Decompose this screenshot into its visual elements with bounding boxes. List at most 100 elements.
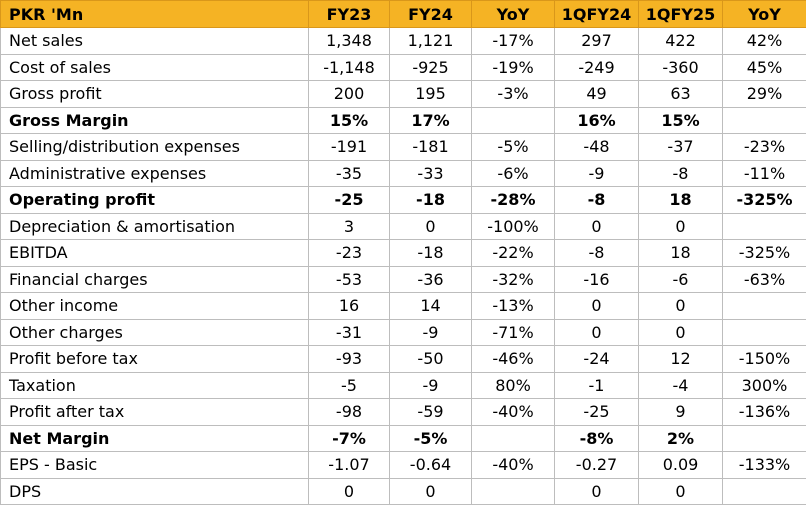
table-cell [723, 478, 806, 505]
table-cell: 0 [639, 213, 723, 240]
row-label: Net Margin [1, 425, 309, 452]
row-label: Depreciation & amortisation [1, 213, 309, 240]
table-cell: -25 [309, 187, 390, 214]
header-row: PKR 'Mn FY23 FY24 YoY 1QFY24 1QFY25 YoY [1, 1, 806, 28]
table-cell [723, 319, 806, 346]
row-label: Other income [1, 293, 309, 320]
table-cell: 16% [555, 107, 639, 134]
header-cell-fy24: FY24 [390, 1, 472, 28]
row-label: Taxation [1, 372, 309, 399]
table-cell: 42% [723, 28, 806, 55]
table-cell: 18 [639, 240, 723, 267]
table-cell: 0 [390, 478, 472, 505]
table-cell: -8% [555, 425, 639, 452]
row-label: Other charges [1, 319, 309, 346]
table-cell [723, 425, 806, 452]
table-cell: -181 [390, 134, 472, 161]
table-cell: -1 [555, 372, 639, 399]
table-cell: -98 [309, 399, 390, 426]
table-cell: 297 [555, 28, 639, 55]
table-cell: 29% [723, 81, 806, 108]
row-label: DPS [1, 478, 309, 505]
table-cell [472, 478, 555, 505]
table-cell: -35 [309, 160, 390, 187]
table-cell: -1,148 [309, 54, 390, 81]
table-cell: 49 [555, 81, 639, 108]
table-cell: -0.27 [555, 452, 639, 479]
table-cell: 45% [723, 54, 806, 81]
table-cell: 0 [639, 319, 723, 346]
table-cell: -50 [390, 346, 472, 373]
table-cell: -7% [309, 425, 390, 452]
table-cell: -325% [723, 240, 806, 267]
row-label: Operating profit [1, 187, 309, 214]
table-cell: 15% [639, 107, 723, 134]
table-cell [723, 107, 806, 134]
table-cell: -40% [472, 399, 555, 426]
table-cell: -24 [555, 346, 639, 373]
header-cell-fy23: FY23 [309, 1, 390, 28]
table-cell: -71% [472, 319, 555, 346]
row-label: EBITDA [1, 240, 309, 267]
table-cell: -36 [390, 266, 472, 293]
table-cell: -325% [723, 187, 806, 214]
table-cell: 0 [639, 293, 723, 320]
row-label: Profit before tax [1, 346, 309, 373]
row-label: Gross profit [1, 81, 309, 108]
table-cell: 0 [555, 213, 639, 240]
table-cell: -13% [472, 293, 555, 320]
header-cell-label: PKR 'Mn [1, 1, 309, 28]
table-cell: -136% [723, 399, 806, 426]
row-label: Profit after tax [1, 399, 309, 426]
table-cell: 12 [639, 346, 723, 373]
table-cell: -23 [309, 240, 390, 267]
table-cell: 0 [390, 213, 472, 240]
table-cell: 1,348 [309, 28, 390, 55]
table-cell: -6% [472, 160, 555, 187]
table-header: PKR 'Mn FY23 FY24 YoY 1QFY24 1QFY25 YoY [1, 1, 806, 28]
table-cell: -53 [309, 266, 390, 293]
table-cell: -31 [309, 319, 390, 346]
table-cell: -5 [309, 372, 390, 399]
table-cell [723, 293, 806, 320]
row-label: Selling/distribution expenses [1, 134, 309, 161]
header-cell-yoy-quarter: YoY [723, 1, 806, 28]
row-label: Administrative expenses [1, 160, 309, 187]
table-cell: -18 [390, 187, 472, 214]
header-cell-yoy-annual: YoY [472, 1, 555, 28]
table-cell: -11% [723, 160, 806, 187]
table-cell: -0.64 [390, 452, 472, 479]
table-cell [723, 213, 806, 240]
table-cell: -16 [555, 266, 639, 293]
table-cell: -9 [555, 160, 639, 187]
table-cell: -5% [472, 134, 555, 161]
table-cell: -32% [472, 266, 555, 293]
table-cell: -48 [555, 134, 639, 161]
table-cell: -3% [472, 81, 555, 108]
table-cell: -4 [639, 372, 723, 399]
table-cell: 300% [723, 372, 806, 399]
table-cell: -9 [390, 372, 472, 399]
table-cell: 16 [309, 293, 390, 320]
row-label: Cost of sales [1, 54, 309, 81]
table-cell: 0 [309, 478, 390, 505]
table-cell: 17% [390, 107, 472, 134]
table-cell: -63% [723, 266, 806, 293]
table-cell: -8 [639, 160, 723, 187]
table-cell [472, 425, 555, 452]
table-cell: -5% [390, 425, 472, 452]
row-label: EPS - Basic [1, 452, 309, 479]
table-cell: 2% [639, 425, 723, 452]
table-cell: 63 [639, 81, 723, 108]
table-cell: -17% [472, 28, 555, 55]
table-row: Administrative expenses-35-33-6%-9-8-11% [1, 160, 806, 187]
